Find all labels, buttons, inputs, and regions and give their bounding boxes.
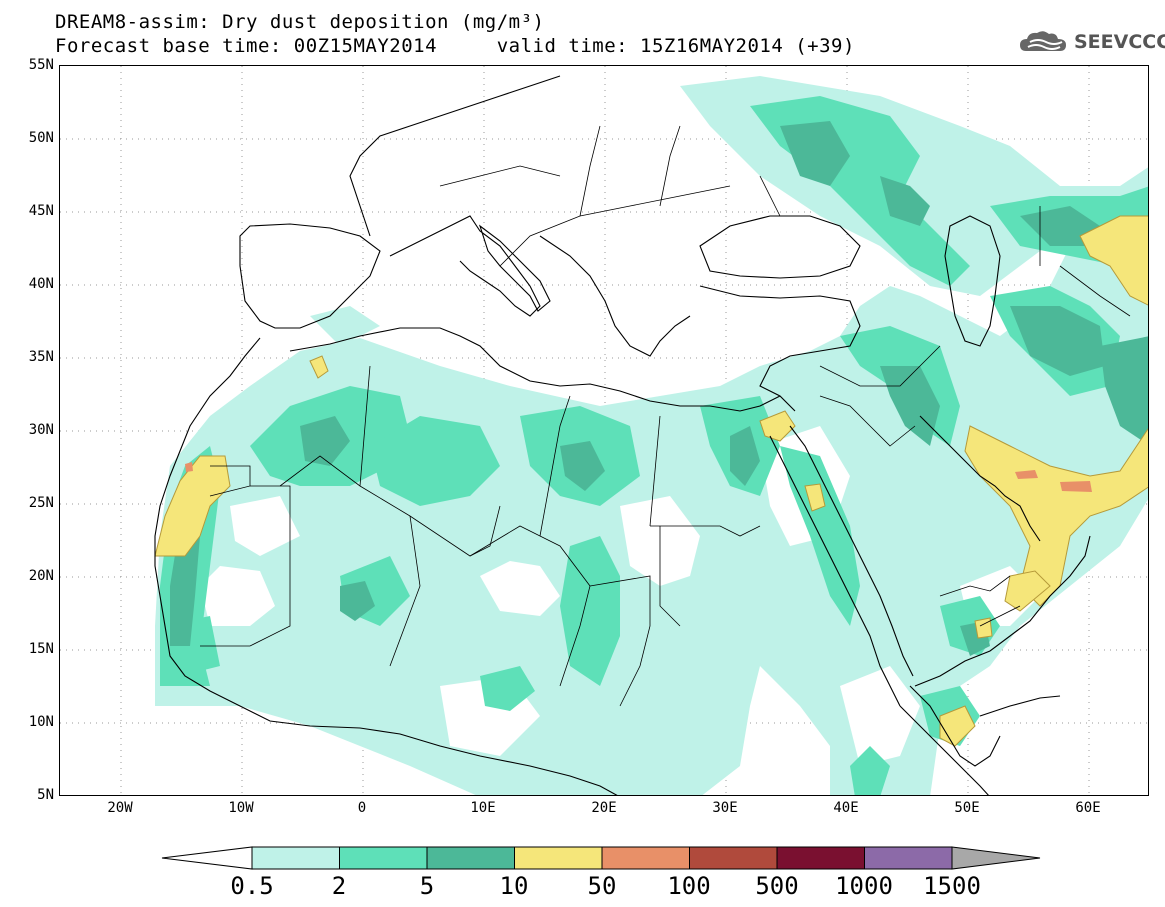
lat-label-25n: 25N [28, 495, 54, 511]
colorbar-label-0.5: 0.5 [230, 872, 274, 900]
lon-label-20w: 20W [107, 800, 133, 816]
colorbar-label-5: 5 [419, 872, 435, 900]
colorbar-label-1000: 1000 [835, 872, 893, 900]
seevccc-logo: SEEVCCC [1018, 28, 1165, 56]
lon-label-60e: 60E [1075, 800, 1101, 816]
lat-label-10n: 10N [28, 714, 54, 730]
colorbar [161, 846, 1041, 870]
colorbar-swatch-2 [339, 846, 428, 870]
lon-label-50e: 50E [954, 800, 980, 816]
dust-deposition-map [60, 66, 1148, 795]
colorbar-label-100: 100 [667, 872, 711, 900]
lat-label-35n: 35N [28, 349, 54, 365]
colorbar-label-500: 500 [755, 872, 799, 900]
country-borders [200, 125, 1131, 707]
lon-label-30e: 30E [712, 800, 738, 816]
lat-label-45n: 45N [28, 203, 54, 219]
colorbar-label-1500: 1500 [923, 872, 981, 900]
colorbar-under-arrow [161, 846, 253, 870]
lon-label-10w: 10W [228, 800, 254, 816]
map-panel [59, 65, 1149, 796]
colorbar-swatch-4 [514, 846, 603, 870]
colorbar-swatch-3 [426, 846, 515, 870]
lat-label-40n: 40N [28, 276, 54, 292]
lat-label-15n: 15N [28, 641, 54, 657]
lon-label-0: 0 [357, 800, 367, 816]
lat-label-30n: 30N [28, 422, 54, 438]
colorbar-label-50: 50 [587, 872, 617, 900]
lat-label-55n: 55N [28, 57, 54, 73]
colorbar-label-2: 2 [331, 872, 347, 900]
colorbar-swatch-8 [864, 846, 953, 870]
title-line-1: DREAM8-assim: Dry dust deposition (mg/m³… [55, 11, 545, 33]
lat-label-50n: 50N [28, 130, 54, 146]
lat-label-5n: 5N [37, 787, 54, 803]
deposition-level-10-50 [154, 215, 1148, 747]
title-line-2: Forecast base time: 00Z15MAY2014 valid t… [55, 35, 855, 57]
lat-label-20n: 20N [28, 568, 54, 584]
deposition-level-50-100 [185, 462, 1092, 492]
colorbar-over-arrow [951, 846, 1041, 870]
lon-label-20e: 20E [591, 800, 617, 816]
colorbar-swatch-1 [251, 846, 340, 870]
colorbar-swatch-7 [776, 846, 865, 870]
colorbar-label-10: 10 [499, 872, 529, 900]
lon-label-10e: 10E [470, 800, 496, 816]
coastlines-and-borders [154, 75, 1091, 795]
logo-text: SEEVCCC [1074, 31, 1165, 53]
cloud-logo-icon [1020, 31, 1066, 51]
lon-label-40e: 40E [833, 800, 859, 816]
colorbar-swatch-6 [689, 846, 778, 870]
colorbar-swatch-5 [601, 846, 690, 870]
